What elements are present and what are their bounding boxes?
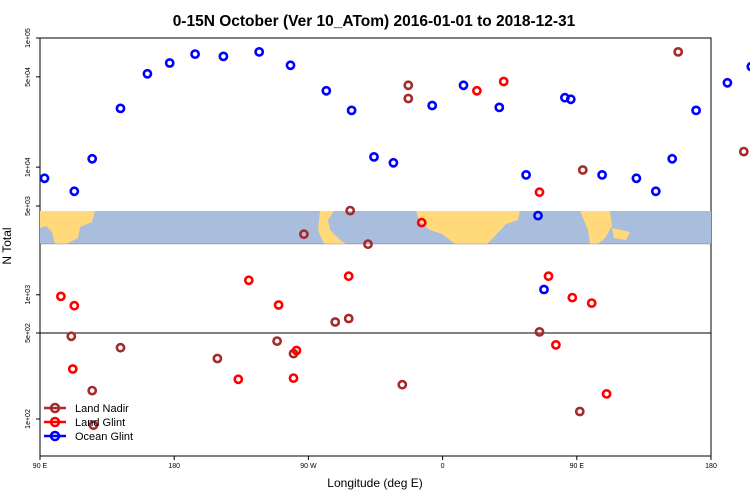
- point-land-nadir: [397, 379, 408, 390]
- point-land-glint: [56, 291, 66, 302]
- point-ocean-glint: [321, 85, 332, 96]
- point-land-nadir: [403, 93, 414, 104]
- data-points: [39, 47, 750, 431]
- point-land-glint: [67, 364, 78, 374]
- y-tick-label: 5e+04: [25, 67, 32, 87]
- legend-label-land-nadir: Land Nadir: [75, 403, 129, 415]
- point-land-nadir: [363, 239, 373, 250]
- world-map-band: [40, 211, 711, 245]
- point-land-nadir: [330, 317, 341, 327]
- x-tick-label: 0: [441, 463, 445, 470]
- point-land-glint: [273, 300, 284, 310]
- point-ocean-glint: [115, 103, 126, 114]
- point-ocean-glint: [427, 100, 438, 111]
- plot-frame: [39, 37, 712, 457]
- point-ocean-glint: [691, 105, 701, 116]
- y-tick-label: 5e+02: [25, 323, 32, 343]
- point-land-glint: [498, 76, 509, 87]
- point-ocean-glint: [346, 105, 357, 116]
- point-land-nadir: [212, 353, 223, 364]
- point-land-glint: [343, 271, 354, 282]
- point-land-nadir: [574, 406, 585, 417]
- point-ocean-glint: [533, 210, 543, 221]
- point-land-glint: [288, 373, 299, 383]
- legend-label-ocean-glint: Ocean Glint: [75, 431, 133, 443]
- point-land-nadir: [88, 420, 99, 431]
- point-ocean-glint: [458, 80, 469, 91]
- legend-item-ocean-glint: Ocean Glint: [44, 430, 133, 443]
- point-ocean-glint: [87, 153, 98, 164]
- legend-label-land-glint: Land Glint: [75, 417, 125, 429]
- point-land-glint: [534, 187, 545, 198]
- point-land-glint: [69, 300, 80, 311]
- point-land-nadir: [738, 146, 749, 157]
- point-land-glint: [567, 292, 578, 303]
- point-ocean-glint: [565, 94, 576, 105]
- legend: Land Nadir Land Glint Ocean Glint: [44, 402, 133, 443]
- point-ocean-glint: [521, 169, 531, 180]
- x-tick-label: 90 E: [33, 463, 48, 470]
- legend-item-land-nadir: Land Nadir: [44, 402, 129, 415]
- point-land-nadir: [272, 336, 282, 346]
- point-land-nadir: [403, 80, 414, 91]
- point-ocean-glint: [369, 151, 379, 162]
- y-tick-label: 1e+02: [25, 409, 32, 429]
- y-tick-label: 1e+05: [25, 28, 32, 48]
- point-land-nadir: [66, 331, 77, 342]
- point-ocean-glint: [722, 77, 733, 88]
- x-axis-label: Longitude (deg E): [327, 476, 422, 490]
- point-ocean-glint: [746, 61, 750, 72]
- point-land-nadir: [673, 47, 684, 57]
- point-ocean-glint: [69, 186, 80, 197]
- y-tick-label: 5e+03: [25, 196, 32, 216]
- point-ocean-glint: [254, 47, 265, 57]
- point-land-nadir: [345, 205, 356, 216]
- legend-item-land-glint: Land Glint: [44, 416, 125, 429]
- chart-title: 0-15N October (Ver 10_ATom) 2016-01-01 t…: [173, 13, 576, 30]
- point-land-glint: [543, 271, 554, 282]
- point-ocean-glint: [597, 169, 607, 180]
- point-ocean-glint: [388, 157, 399, 168]
- point-ocean-glint: [667, 153, 678, 164]
- point-land-nadir: [115, 342, 126, 353]
- point-ocean-glint: [39, 173, 50, 184]
- point-ocean-glint: [190, 49, 200, 59]
- x-tick-label: 180: [705, 463, 717, 470]
- point-land-nadir: [577, 165, 588, 175]
- point-land-glint: [291, 345, 302, 356]
- point-land-nadir: [298, 229, 309, 240]
- point-land-nadir: [534, 326, 545, 337]
- point-land-glint: [243, 275, 254, 286]
- point-land-glint: [601, 388, 612, 399]
- point-land-nadir: [343, 313, 354, 324]
- y-axis-label: N Total: [0, 227, 14, 264]
- point-land-glint: [551, 339, 561, 350]
- y-axis: 5e+03 1e+04 5e+04 1e+05 1e+03 1e+02 5e+02: [25, 28, 40, 429]
- y-tick-label: 1e+04: [25, 157, 32, 177]
- point-ocean-glint: [285, 60, 296, 71]
- x-tick-label: 90 W: [300, 463, 317, 470]
- x-axis: 90 E 180 90 W 0 90 E 180: [33, 456, 717, 470]
- x-tick-label: 90 E: [570, 463, 585, 470]
- point-ocean-glint: [539, 284, 549, 295]
- point-land-nadir: [87, 385, 98, 396]
- point-ocean-glint: [494, 102, 505, 113]
- point-land-glint: [586, 298, 597, 308]
- point-ocean-glint: [218, 51, 229, 62]
- point-land-glint: [416, 217, 427, 228]
- point-ocean-glint: [164, 58, 175, 68]
- point-ocean-glint: [142, 68, 153, 79]
- point-land-glint: [471, 85, 482, 96]
- y-tick-label: 1e+03: [25, 285, 32, 305]
- point-ocean-glint: [631, 173, 642, 184]
- point-ocean-glint: [650, 186, 661, 197]
- x-tick-label: 180: [168, 463, 180, 470]
- point-land-glint: [233, 374, 244, 385]
